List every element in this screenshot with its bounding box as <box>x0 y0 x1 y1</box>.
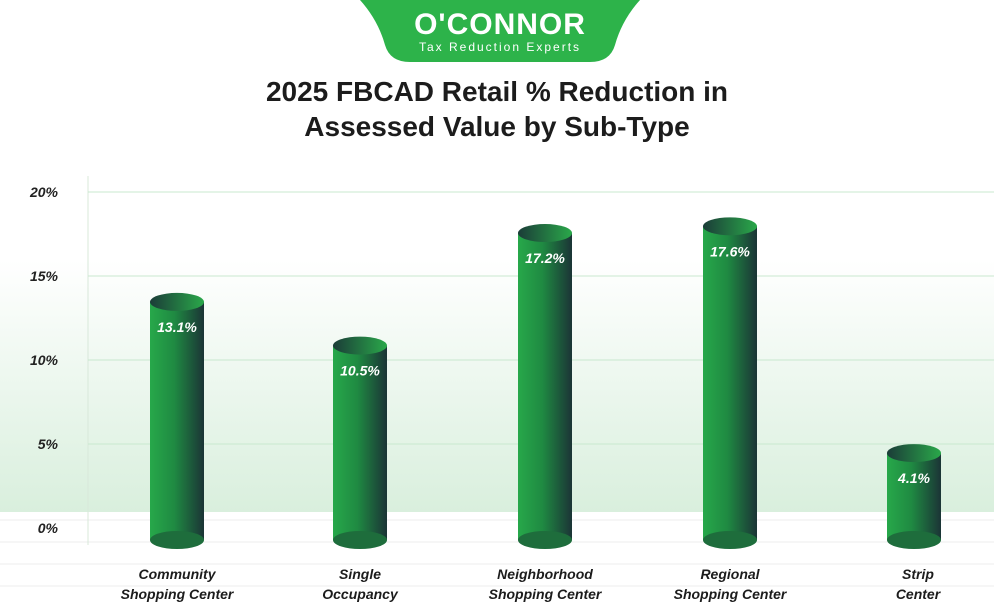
x-tick-label: Center <box>896 586 942 602</box>
bar-top <box>150 292 204 311</box>
logo-name: O'CONNOR <box>414 8 586 41</box>
bar <box>518 233 572 541</box>
y-tick-label: 15% <box>30 268 59 284</box>
bar-top <box>518 224 572 243</box>
y-tick-label: 5% <box>38 436 59 452</box>
logo: O'CONNOR Tax Reduction Experts <box>360 0 640 62</box>
data-label: 17.6% <box>710 243 750 259</box>
chart-title-line-1: 2025 FBCAD Retail % Reduction in <box>265 76 729 107</box>
data-label: 13.1% <box>157 319 197 335</box>
logo-tagline: Tax Reduction Experts <box>418 40 582 54</box>
bar-base <box>703 531 757 549</box>
bar-base <box>150 531 204 549</box>
bar-top <box>333 336 387 355</box>
x-tick-label: Occupancy <box>322 586 399 602</box>
x-tick-label: Regional <box>700 566 760 582</box>
chart-title-line-2: Assessed Value by Sub-Type <box>304 111 690 142</box>
x-tick-label: Single <box>339 566 381 582</box>
bar-base <box>887 531 941 549</box>
y-tick-label: 10% <box>30 352 59 368</box>
plot-background <box>0 260 994 512</box>
bar-top <box>703 217 757 236</box>
bar <box>333 345 387 540</box>
bar-base <box>333 531 387 549</box>
x-tick-label: Strip <box>902 566 934 582</box>
x-tick-label: Shopping Center <box>489 586 603 602</box>
data-label: 4.1% <box>897 470 930 486</box>
bar-base <box>518 531 572 549</box>
data-label: 10.5% <box>340 363 380 379</box>
x-tick-label: Community <box>139 566 217 582</box>
bar <box>887 453 941 540</box>
y-tick-label: 20% <box>29 184 59 200</box>
chart-title: 2025 FBCAD Retail % Reduction in Assesse… <box>0 74 994 144</box>
y-tick-label: 0% <box>38 520 59 536</box>
x-tick-label: Shopping Center <box>121 586 235 602</box>
data-label: 17.2% <box>525 250 565 266</box>
x-tick-label: Neighborhood <box>497 566 593 582</box>
bar-top <box>887 444 941 463</box>
bar <box>150 301 204 540</box>
x-tick-label: Shopping Center <box>674 586 788 602</box>
bar <box>703 226 757 540</box>
